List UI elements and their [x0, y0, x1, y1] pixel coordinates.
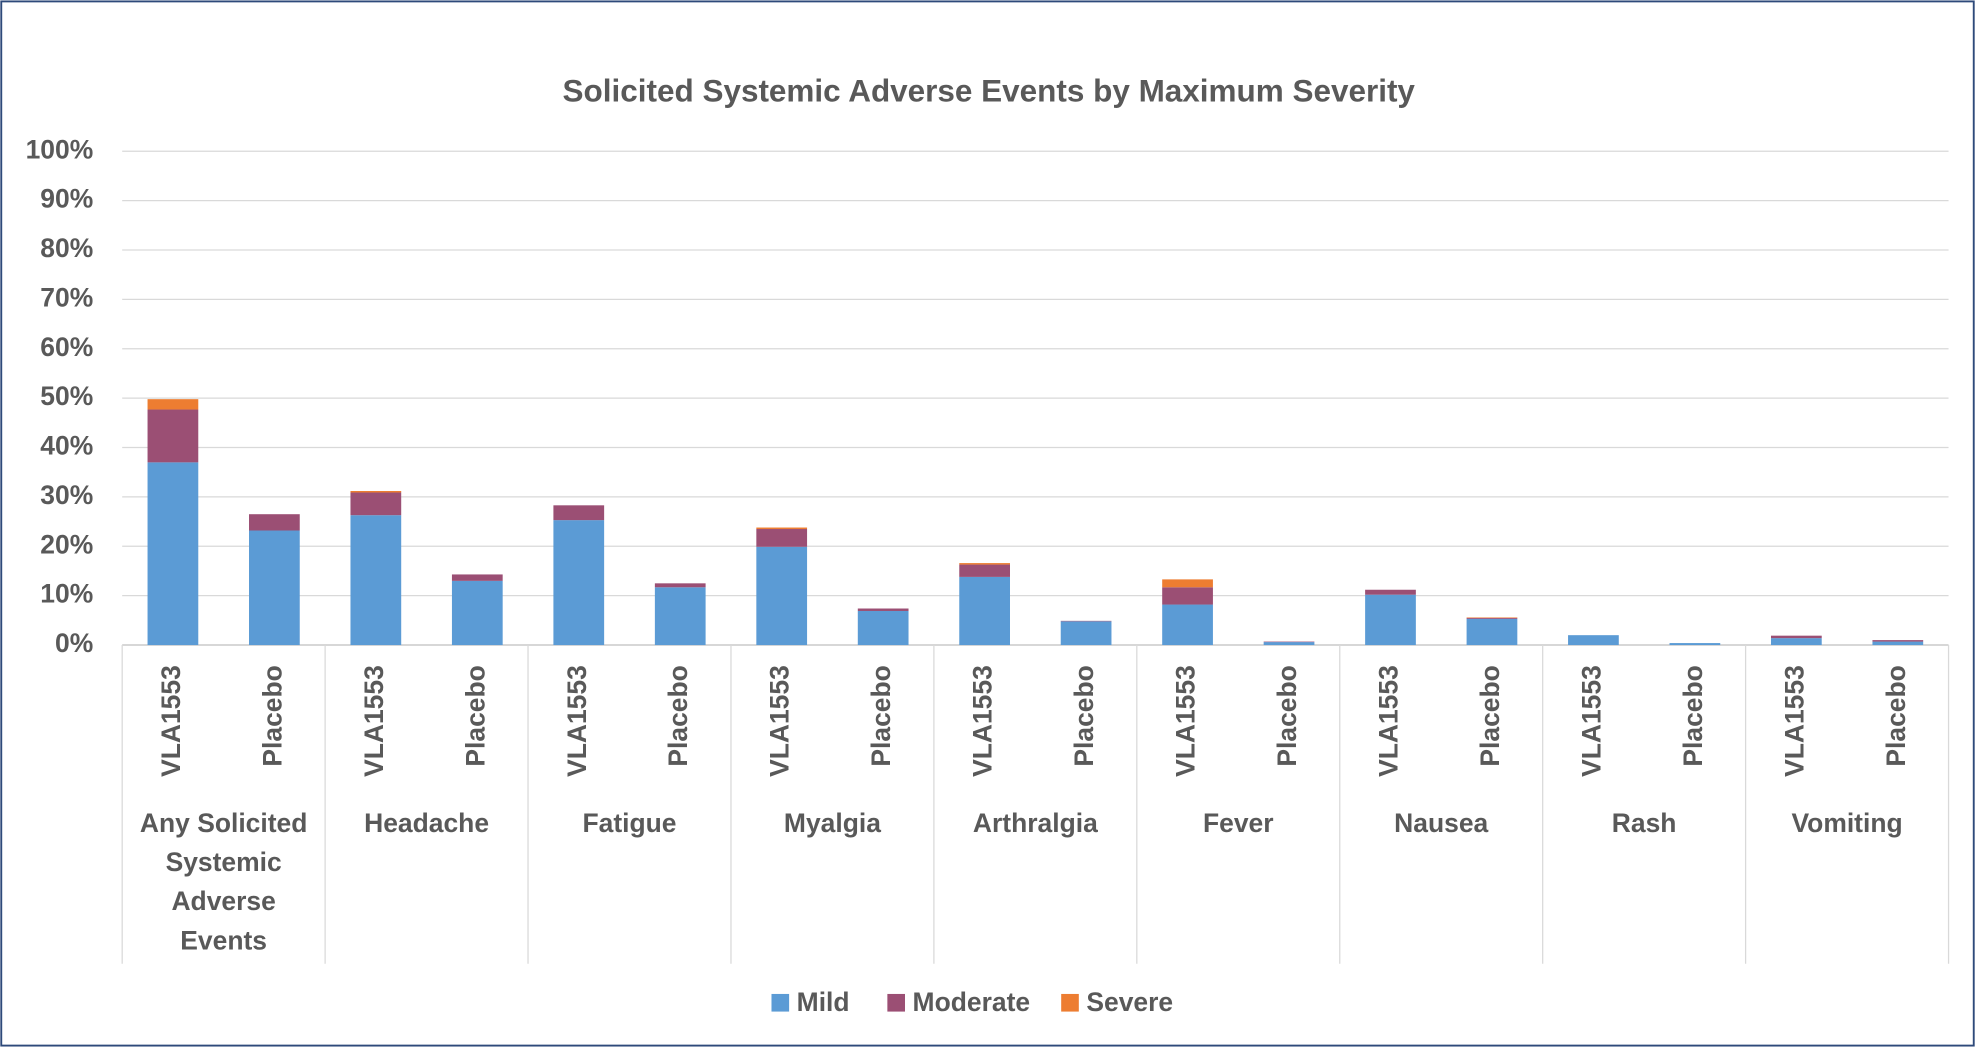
bar-segment — [756, 529, 808, 547]
y-tick-label: 10% — [40, 579, 93, 609]
group-label: Fever — [1203, 808, 1274, 838]
group-label: Any Solicited Systemic Adverse Events — [140, 808, 307, 955]
bar-segment — [959, 564, 1010, 577]
group-label: Nausea — [1394, 808, 1488, 838]
legend-swatch — [771, 993, 790, 1012]
bar-segment — [1669, 643, 1721, 646]
x-tick-label: Placebo — [1678, 665, 1708, 766]
bar-segment — [451, 580, 503, 646]
bar-segment — [1568, 635, 1619, 646]
bar-segment — [1263, 642, 1315, 646]
legend-label: Severe — [1086, 987, 1173, 1017]
y-tick-label: 90% — [40, 184, 93, 214]
bar-segment — [1162, 604, 1213, 646]
bar-segment — [654, 583, 706, 588]
x-tick-label: Placebo — [1475, 665, 1505, 766]
chart-title: Solicited Systemic Adverse Events by Max… — [563, 74, 1416, 109]
legend-label: Mild — [797, 987, 850, 1017]
bar-segment — [350, 515, 402, 646]
bar-segment — [1365, 594, 1416, 646]
y-tick-label: 70% — [40, 282, 93, 312]
bar-segment — [959, 563, 1010, 565]
group-label: Arthralgia — [973, 808, 1098, 838]
bar-segment — [553, 505, 605, 521]
x-tick-label: Placebo — [1069, 665, 1099, 766]
bar-segment — [147, 409, 199, 463]
x-tick-label: VLA1553 — [359, 665, 389, 777]
bar-segment — [654, 587, 706, 646]
bar-segment — [553, 520, 605, 646]
bar-segment — [1060, 621, 1112, 646]
x-tick-label: Placebo — [663, 665, 693, 766]
group-label: Rash — [1612, 808, 1677, 838]
bar-segment — [1466, 618, 1518, 646]
group-label: Vomiting — [1792, 808, 1903, 838]
bar-segment — [1872, 640, 1924, 642]
y-tick-label: 20% — [40, 529, 93, 559]
legend-swatch — [887, 993, 905, 1012]
x-tick-label: Placebo — [257, 665, 287, 766]
bar-segment — [1466, 617, 1518, 619]
bar-segment — [1162, 579, 1213, 588]
bar-segment — [857, 610, 909, 646]
bar-segment — [857, 608, 909, 611]
bar-segment — [1162, 587, 1213, 605]
bar-segment — [1770, 638, 1822, 646]
x-tick-label: VLA1553 — [156, 665, 186, 777]
bar-segment — [756, 527, 808, 530]
x-tick-label: Placebo — [460, 665, 490, 766]
x-tick-label: VLA1553 — [1171, 665, 1201, 777]
bar-segment — [249, 530, 300, 646]
x-tick-label: Placebo — [1881, 665, 1911, 766]
bar-segment — [249, 514, 300, 531]
bar-segment — [350, 492, 402, 516]
y-tick-label: 60% — [40, 332, 93, 362]
y-tick-label: 30% — [40, 480, 93, 510]
x-tick-label: VLA1553 — [765, 665, 795, 777]
x-tick-label: VLA1553 — [968, 665, 998, 777]
y-tick-label: 80% — [40, 233, 93, 263]
x-tick-label: Placebo — [866, 665, 896, 766]
y-tick-label: 50% — [40, 381, 93, 411]
bar-segment — [1365, 589, 1416, 595]
x-tick-label: Placebo — [1272, 665, 1302, 766]
bar-segment — [451, 574, 503, 581]
y-tick-label: 100% — [26, 134, 94, 164]
group-label: Fatigue — [582, 808, 676, 838]
y-tick-label: 0% — [55, 628, 93, 658]
group-label: Headache — [364, 808, 489, 838]
bar-segment — [959, 576, 1010, 646]
x-tick-label: VLA1553 — [1373, 665, 1403, 777]
bar-segment — [1872, 641, 1924, 646]
x-tick-label: VLA1553 — [562, 665, 592, 777]
x-tick-label: VLA1553 — [1576, 665, 1606, 777]
bar-segment — [147, 462, 199, 646]
group-label: Myalgia — [784, 808, 881, 838]
legend-label: Moderate — [913, 987, 1031, 1017]
bar-segment — [756, 546, 808, 646]
bar-segment — [1770, 635, 1822, 639]
y-tick-label: 40% — [40, 431, 93, 461]
x-tick-label: VLA1553 — [1779, 665, 1809, 777]
bar-segment — [147, 399, 199, 410]
legend-swatch — [1061, 993, 1079, 1012]
bar-segment — [350, 490, 402, 493]
